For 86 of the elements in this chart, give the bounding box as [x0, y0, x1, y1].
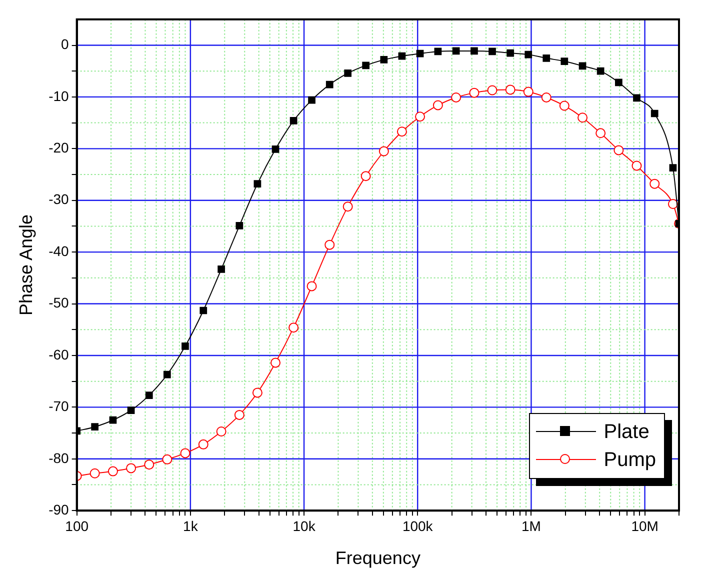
point [326, 80, 334, 88]
point [91, 423, 99, 431]
x-tick-label: 10k [292, 518, 316, 534]
point [200, 306, 208, 314]
point [398, 52, 406, 60]
y-tick-label: -40 [48, 242, 70, 259]
point [162, 454, 172, 464]
point [614, 145, 624, 156]
legend-label: Plate [604, 420, 650, 445]
point [669, 164, 677, 172]
point [559, 100, 570, 111]
point [560, 58, 568, 65]
point [198, 439, 208, 450]
x-tick-label: 100 [65, 518, 89, 534]
point [416, 50, 424, 58]
point [126, 463, 136, 474]
point [596, 67, 604, 75]
point [432, 100, 443, 110]
point [632, 160, 642, 171]
x-axis-title: Frequency [335, 548, 420, 568]
y-tick-label: -70 [48, 398, 70, 414]
point [324, 240, 335, 250]
y-tick-label: -10 [48, 88, 70, 104]
point [254, 180, 262, 188]
point [362, 62, 370, 70]
point [650, 178, 660, 189]
point [236, 222, 244, 230]
point [163, 370, 171, 378]
point [615, 78, 622, 86]
point [144, 460, 154, 470]
point [306, 281, 317, 292]
point [396, 126, 407, 137]
point [523, 86, 534, 97]
point [308, 96, 316, 104]
x-tick-label: 100k [402, 518, 434, 534]
point [415, 112, 426, 122]
point [180, 448, 190, 458]
point [272, 146, 280, 153]
y-tick-label: -30 [48, 191, 70, 208]
point [487, 85, 498, 96]
point [216, 426, 226, 436]
point [469, 88, 480, 98]
point [505, 84, 516, 95]
point [578, 112, 588, 123]
point [127, 406, 135, 414]
point [288, 322, 299, 333]
y-tick-label: -60 [48, 346, 70, 362]
point [434, 48, 442, 56]
point [452, 47, 460, 55]
point [541, 92, 552, 102]
y-tick-label: -90 [48, 501, 70, 518]
point [633, 94, 640, 102]
point [506, 49, 514, 57]
point [252, 388, 262, 398]
point [108, 466, 118, 476]
point [145, 392, 153, 399]
point [360, 171, 371, 182]
point [378, 146, 389, 156]
point [451, 92, 462, 102]
x-tick-label: 1k [183, 518, 199, 534]
y-tick-label: 0 [61, 36, 70, 52]
point [218, 265, 225, 273]
point [90, 468, 100, 478]
point [542, 54, 550, 62]
y-tick-label: -50 [48, 294, 70, 311]
point [344, 69, 352, 77]
point [109, 416, 117, 424]
point [488, 48, 496, 56]
y-axis-title: Phase Angle [16, 214, 36, 316]
point [380, 56, 388, 64]
point [578, 62, 586, 70]
y-tick-label: -20 [48, 140, 70, 156]
point [342, 202, 353, 212]
point [270, 358, 281, 368]
point [182, 342, 189, 350]
point [470, 47, 478, 55]
point [596, 128, 606, 138]
point [650, 110, 658, 118]
legend-label: Pump [604, 448, 656, 473]
point [524, 50, 532, 58]
x-tick-label: 10M [631, 518, 658, 534]
x-tick-label: 1M [521, 518, 541, 534]
point [234, 410, 244, 420]
point [668, 198, 678, 209]
point [290, 117, 298, 124]
y-tick-label: -80 [48, 450, 70, 466]
